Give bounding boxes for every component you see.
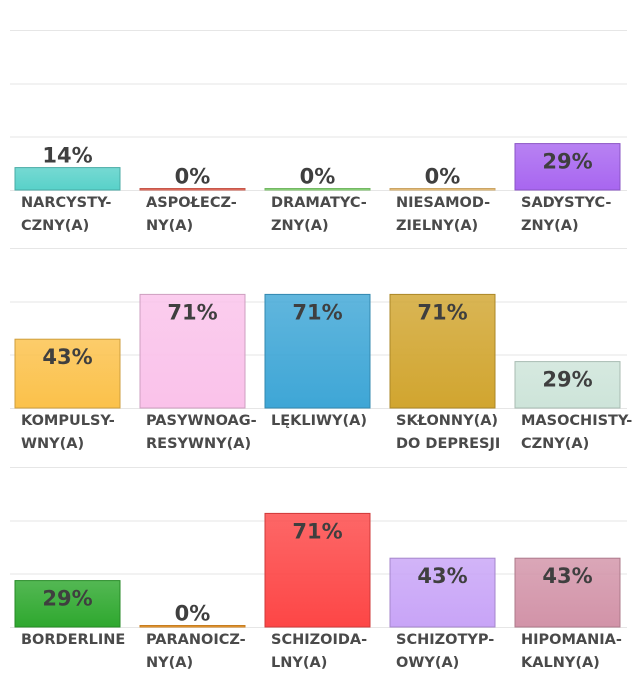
category-label: BORDERLINE bbox=[21, 632, 125, 648]
category-label: KOMPULSY- bbox=[21, 413, 115, 429]
bar-value-label: 0% bbox=[175, 602, 211, 626]
bar-3-3 bbox=[264, 512, 371, 628]
bar-value-label: 29% bbox=[542, 150, 592, 174]
category-label: RESYWNY(A) bbox=[146, 436, 251, 452]
chart-panel-3: 29% BORDERLINE 0% PARANOICZ- NY(A) 71% SCHIZOI… bbox=[10, 467, 627, 671]
bar-2-4 bbox=[389, 293, 496, 409]
category-label: ZNY(A) bbox=[271, 218, 329, 234]
category-label: LĘKLIWY(A) bbox=[271, 413, 367, 429]
bar-value-label: 71% bbox=[417, 300, 467, 324]
category-label: DO DEPRESJI bbox=[396, 436, 500, 452]
bar-value-label: 0% bbox=[425, 165, 461, 189]
bar-1-2 bbox=[139, 188, 246, 191]
bar-value-label: 43% bbox=[542, 564, 592, 588]
bar-value-label: 29% bbox=[542, 368, 592, 392]
category-label: SCHIZOTYP- bbox=[396, 632, 494, 648]
category-label: CZNY(A) bbox=[21, 218, 89, 234]
bar-1-5 bbox=[514, 143, 621, 191]
category-label: CZNY(A) bbox=[521, 436, 589, 452]
bar-1-3 bbox=[264, 188, 371, 191]
category-label: ZIELNY(A) bbox=[396, 218, 478, 234]
bar-2-2 bbox=[139, 293, 246, 409]
category-label: LNY(A) bbox=[271, 655, 327, 671]
category-label: NY(A) bbox=[146, 655, 193, 671]
bar-value-label: 71% bbox=[292, 300, 342, 324]
category-label: SKŁONNY(A) bbox=[396, 413, 498, 429]
bar-1-4 bbox=[389, 188, 496, 191]
bar-value-label: 43% bbox=[42, 345, 92, 369]
category-label: HIPOMANIA- bbox=[521, 632, 622, 648]
bar-3-2 bbox=[139, 625, 246, 628]
bar-value-label: 71% bbox=[292, 519, 342, 543]
bar-value-label: 29% bbox=[42, 587, 92, 611]
category-label: WNY(A) bbox=[21, 436, 84, 452]
category-label: NARCYSTY- bbox=[21, 195, 111, 211]
bar-3-5 bbox=[514, 557, 621, 628]
category-label: SCHIZOIDA- bbox=[271, 632, 367, 648]
bar-1-1 bbox=[14, 167, 121, 191]
category-label: KALNY(A) bbox=[521, 655, 600, 671]
chart-panel-2: 43% KOMPULSY- WNY(A) 71% PASYWNOAG- RESYWNY(A… bbox=[10, 248, 632, 452]
bar-value-label: 0% bbox=[175, 165, 211, 189]
bar-value-label: 71% bbox=[167, 300, 217, 324]
bar-3-1 bbox=[14, 580, 121, 628]
bar-2-1 bbox=[14, 338, 121, 409]
category-label: DRAMATYC- bbox=[271, 195, 367, 211]
bar-value-label: 43% bbox=[417, 564, 467, 588]
category-label: NIESAMOD- bbox=[396, 195, 490, 211]
chart-panel-1: 14% NARCYSTY- CZNY(A) 0% ASPOŁECZ- NY(A) 0% DRA… bbox=[10, 30, 627, 234]
category-label: MASOCHISTY- bbox=[521, 413, 632, 429]
category-label: OWY(A) bbox=[396, 655, 459, 671]
bar-value-label: 14% bbox=[42, 144, 92, 168]
bar-value-label: 0% bbox=[300, 165, 336, 189]
category-label: NY(A) bbox=[146, 218, 193, 234]
category-label: PARANOICZ- bbox=[146, 632, 246, 648]
bar-2-3 bbox=[264, 293, 371, 409]
bar-3-4 bbox=[389, 557, 496, 628]
category-label: ASPOŁECZ- bbox=[146, 195, 237, 211]
category-label: SADYSTYC- bbox=[521, 195, 611, 211]
category-label: PASYWNOAG- bbox=[146, 413, 257, 429]
category-label: ZNY(A) bbox=[521, 218, 579, 234]
bar-2-5 bbox=[514, 361, 621, 409]
